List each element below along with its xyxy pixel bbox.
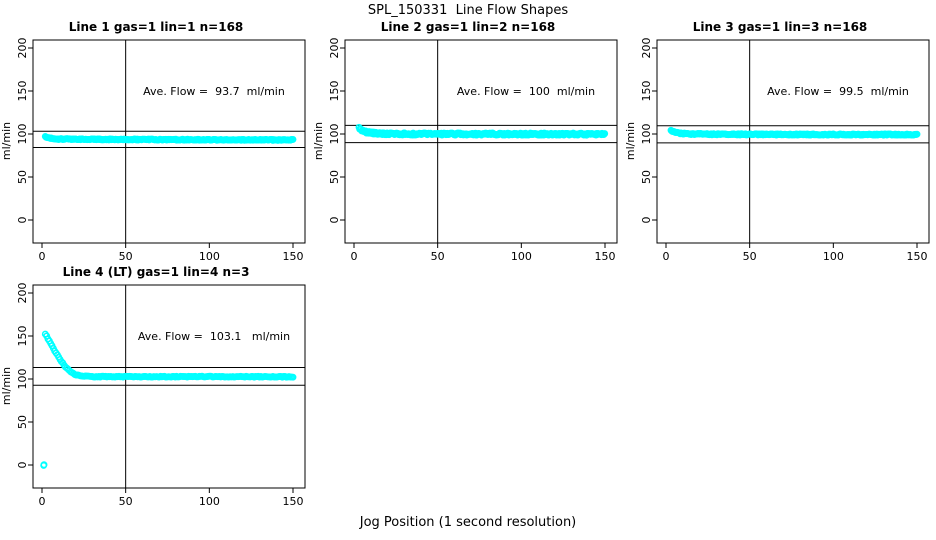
x-tick-label: 150 (282, 495, 303, 508)
x-tick-label: 0 (351, 250, 358, 263)
y-tick-label: 200 (328, 38, 341, 59)
y-tick-label: 100 (16, 124, 29, 145)
figure-title: SPL_150331 Line Flow Shapes (367, 3, 569, 18)
x-tick-label: 150 (282, 250, 303, 263)
panel-line3-plot: 0 50 100 150 0 50 100 150 200 (640, 38, 930, 264)
y-tick-label: 100 (16, 369, 29, 390)
x-tick-label: 0 (663, 250, 670, 263)
y-tick-label: 150 (640, 81, 653, 102)
x-tick-label: 100 (823, 250, 844, 263)
panel-line3-title: Line 3 gas=1 lin=3 n=168 (692, 20, 868, 34)
panel-line2-plot: 0 50 100 150 0 50 100 150 200 (328, 38, 618, 264)
panel-line1-plot: 0 50 100 150 0 50 100 150 200 (16, 38, 306, 264)
panel-line4: Line 4 (LT) gas=1 lin=4 n=3 ml/min 0 50 10… (0, 265, 312, 513)
tick-labels: 0 50 100 150 0 50 100 150 200 (328, 38, 615, 264)
panel-line4-plot: 0 50 100 150 0 50 100 150 200 (16, 283, 306, 509)
y-tick-label: 200 (640, 38, 653, 59)
x-tick-label: 0 (39, 495, 46, 508)
x-tick-label: 150 (594, 250, 615, 263)
y-tick-label: 150 (16, 81, 29, 102)
tick-labels: 0 50 100 150 0 50 100 150 200 (16, 38, 303, 264)
x-tick-label: 50 (743, 250, 757, 263)
x-tick-label: 100 (199, 495, 220, 508)
x-tick-label: 50 (431, 250, 445, 263)
y-tick-label: 100 (640, 124, 653, 145)
axes (340, 39, 618, 248)
y-tick-label: 50 (16, 170, 29, 184)
axes (652, 39, 930, 248)
panel-line4-ave-flow-label: Ave. Flow = 103.1 ml/min (137, 330, 291, 343)
y-tick-label: 0 (16, 217, 29, 224)
x-tick-label: 0 (39, 250, 46, 263)
y-tick-label: 50 (640, 170, 653, 184)
panel-line1: Line 1 gas=1 lin=1 n=168 ml/min 0 50 100 15… (0, 20, 312, 268)
y-tick-label: 150 (16, 326, 29, 347)
y-tick-label: 50 (328, 170, 341, 184)
y-tick-label: 0 (328, 217, 341, 224)
y-tick-label: 100 (328, 124, 341, 145)
axes (28, 284, 306, 493)
y-tick-label: 150 (328, 81, 341, 102)
y-tick-label: 0 (16, 462, 29, 469)
outlier-point (40, 461, 48, 469)
panel-line2-title: Line 2 gas=1 lin=2 n=168 (380, 20, 556, 34)
y-tick-label: 0 (640, 217, 653, 224)
x-tick-label: 100 (511, 250, 532, 263)
tick-labels: 0 50 100 150 0 50 100 150 200 (16, 283, 303, 509)
data-points (40, 330, 297, 469)
data-points (667, 126, 921, 139)
panel-line1-ave-flow-label: Ave. Flow = 93.7 ml/min (143, 85, 285, 98)
x-tick-label: 150 (906, 250, 927, 263)
x-tick-label: 50 (119, 495, 133, 508)
y-tick-label: 200 (16, 283, 29, 304)
panel-line4-title: Line 4 (LT) gas=1 lin=4 n=3 (62, 265, 250, 279)
panel-line2-ave-flow-label: Ave. Flow = 100 ml/min (456, 85, 596, 98)
axes (28, 39, 306, 248)
data-points (41, 132, 297, 144)
y-tick-label: 200 (16, 38, 29, 59)
y-tick-label: 50 (16, 415, 29, 429)
panel-line3: Line 3 gas=1 lin=3 n=168 ml/min 0 50 100 15… (624, 20, 936, 268)
panel-line1-title: Line 1 gas=1 lin=1 n=168 (68, 20, 244, 34)
shared-x-axis-label: Jog Position (1 second resolution) (359, 515, 577, 530)
x-tick-label: 100 (199, 250, 220, 263)
tick-labels: 0 50 100 150 0 50 100 150 200 (640, 38, 927, 264)
panel-line3-ave-flow-label: Ave. Flow = 99.5 ml/min (767, 85, 909, 98)
data-points (355, 123, 609, 139)
panel-line2: Line 2 gas=1 lin=2 n=168 ml/min 0 50 100 15… (312, 20, 624, 268)
x-tick-label: 50 (119, 250, 133, 263)
